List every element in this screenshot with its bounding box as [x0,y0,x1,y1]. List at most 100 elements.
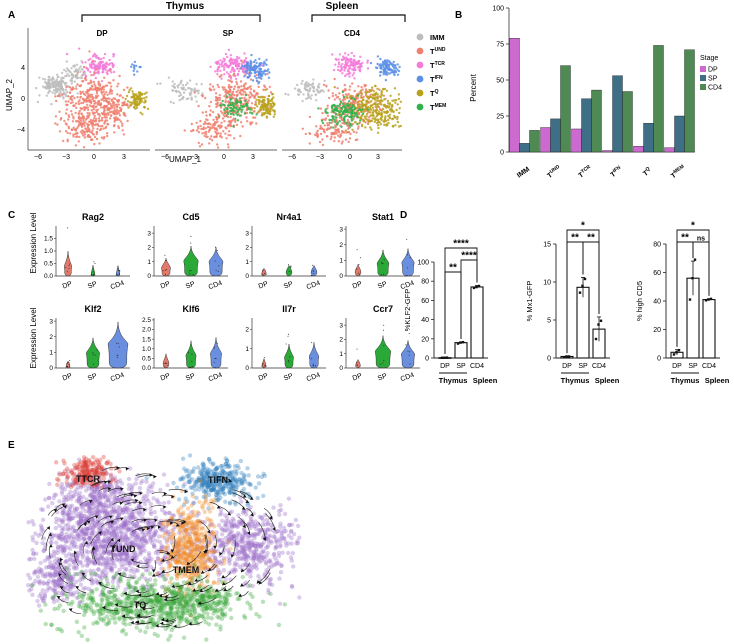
legend-swatch [416,75,424,83]
umap-point [48,75,51,79]
panel-d-point [594,337,598,341]
violin-category-label: SP [185,373,196,383]
violin-point [312,264,314,266]
umap-point [348,72,352,75]
panel-b-ytick: 0 [500,150,504,157]
umap-point [87,124,90,127]
umap-point [238,56,241,60]
umap-point [221,117,225,120]
velocity-cell [26,520,31,525]
umap-point [209,123,212,126]
umap-point [135,103,138,107]
violin-tick: 3 [49,318,53,325]
umap-point [219,135,222,138]
umap-point [371,86,374,89]
umap-point [93,142,96,146]
umap-point [248,96,251,100]
umap-point [117,103,120,106]
umap-point [55,78,58,81]
umap-point [139,65,142,69]
umap-point [368,106,372,110]
umap-point [390,108,394,111]
umap-point [218,75,221,78]
violin-gene-title: Ccr7 [373,304,393,314]
umap-point [330,118,333,122]
violin-point [189,273,191,275]
umap-point [367,120,370,123]
umap-point [82,122,85,125]
umap-dp-ytick: 0 [21,96,25,103]
umap-point [338,114,341,117]
umap-point [312,78,315,81]
umap-point [321,138,324,141]
umap-point [391,99,394,103]
velocity-cell [244,571,250,576]
panel-d-category: CD4 [592,363,606,370]
umap-point [350,117,353,121]
umap-point [350,96,353,100]
umap-point [372,110,375,114]
umap-point [65,52,69,56]
umap-point [249,85,252,88]
velocity-cell [252,561,257,566]
umap-point [215,127,218,130]
velocity-cell [271,562,277,568]
umap-point [67,118,70,121]
velocity-cell [282,511,288,517]
panel-d-tick: 40 [653,299,661,306]
umap-point [235,123,239,127]
umap-point [378,64,381,67]
violin-point [262,363,264,365]
umap-point [264,88,267,92]
umap-point [75,106,78,110]
umap-point [232,62,235,65]
umap-point [374,103,377,106]
umap-point [339,100,342,103]
umap-point [335,96,339,99]
umap-point [60,117,63,120]
umap-point [103,66,107,69]
velocity-cell [79,532,84,537]
umap-point [139,111,142,115]
velocity-points [26,453,302,642]
umap-point [65,94,68,98]
umap-sp-title: SP [223,29,234,38]
velocity-cell [236,513,241,518]
umap-point [366,61,369,64]
umap-point [42,77,45,81]
umap-point [137,103,141,106]
umap-point [131,63,134,66]
umap-point [331,53,334,56]
umap-point [64,122,68,125]
umap-point [77,100,80,104]
umap-point [383,68,386,71]
velocity-cell [281,525,287,531]
umap-point [89,99,92,102]
umap-point [343,122,346,125]
umap-point [348,88,351,91]
velocity-cell [88,536,94,541]
violin-point [215,269,217,271]
panel-d-tick: 80 [421,279,429,286]
umap-point [262,64,265,68]
violin-point [358,263,360,265]
umap-point [93,60,97,63]
umap-point [377,110,381,113]
umap-point [113,120,116,123]
umap-point [117,82,120,85]
umap-point [379,101,382,104]
violin-gene-title: Klf6 [182,304,199,314]
umap-point [91,125,94,128]
velocity-cell [277,601,283,606]
umap-point [263,84,266,87]
velocity-cell [294,541,299,546]
umap-point [272,115,275,119]
violin-tick: 0.0 [44,273,53,280]
umap-point [215,133,219,136]
umap-point [330,135,333,139]
velocity-cell [219,532,225,537]
umap-point [357,109,360,112]
umap-point [121,129,125,132]
umap-point [319,132,323,136]
umap-point [258,80,261,84]
